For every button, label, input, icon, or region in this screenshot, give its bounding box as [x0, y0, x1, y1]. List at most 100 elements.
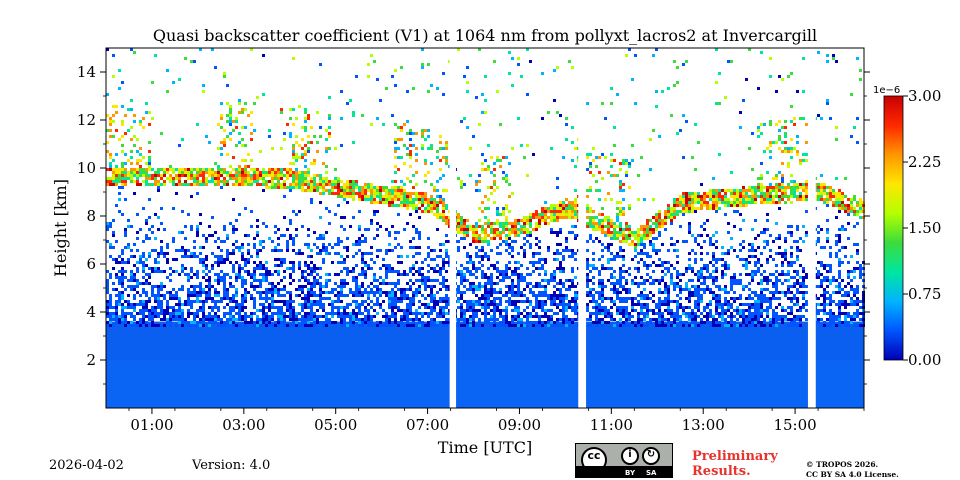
- heatmap-cell: [607, 219, 610, 222]
- heatmap-cell: [412, 225, 415, 228]
- heatmap-cell: [205, 168, 208, 171]
- heatmap-cell: [406, 120, 409, 123]
- heatmap-cell: [286, 315, 289, 318]
- heatmap-cell: [355, 294, 358, 297]
- heatmap-cell: [415, 309, 418, 312]
- heatmap-cell: [709, 300, 712, 303]
- heatmap-cell: [421, 324, 424, 327]
- heatmap-cell: [607, 231, 610, 234]
- heatmap-cell: [319, 315, 322, 318]
- heatmap-cell: [418, 291, 421, 294]
- heatmap-cell: [220, 300, 223, 303]
- heatmap-cell: [508, 300, 511, 303]
- heatmap-cell: [379, 186, 382, 189]
- heatmap-cell: [514, 309, 517, 312]
- heatmap-cell: [463, 300, 466, 303]
- heatmap-cell: [715, 276, 718, 279]
- heatmap-cell: [358, 210, 361, 213]
- heatmap-cell: [337, 183, 340, 186]
- heatmap-cell: [142, 168, 145, 171]
- heatmap-cell: [565, 138, 568, 141]
- heatmap-cell: [445, 249, 448, 252]
- heatmap-cell: [661, 303, 664, 306]
- heatmap-cell: [625, 309, 628, 312]
- heatmap-cell: [199, 174, 202, 177]
- heatmap-cell: [211, 285, 214, 288]
- heatmap-cell: [511, 282, 514, 285]
- heatmap-cell: [166, 300, 169, 303]
- heatmap-cell: [703, 195, 706, 198]
- heatmap-cell: [262, 264, 265, 267]
- heatmap-cell: [529, 300, 532, 303]
- heatmap-cell: [460, 216, 463, 219]
- heatmap-cell: [418, 321, 421, 324]
- heatmap-cell: [112, 318, 115, 321]
- heatmap-cell: [559, 288, 562, 291]
- heatmap-cell: [118, 174, 121, 177]
- heatmap-cell: [229, 300, 232, 303]
- heatmap-cell: [589, 222, 592, 225]
- heatmap-cell: [232, 129, 235, 132]
- heatmap-cell: [256, 318, 259, 321]
- heatmap-cell: [436, 204, 439, 207]
- heatmap-cell: [283, 321, 286, 324]
- heatmap-cell: [289, 222, 292, 225]
- heatmap-cell: [559, 261, 562, 264]
- heatmap-cell: [682, 210, 685, 213]
- heatmap-cell: [157, 267, 160, 270]
- heatmap-cell: [280, 108, 283, 111]
- heatmap-cell: [658, 279, 661, 282]
- heatmap-cell: [475, 270, 478, 273]
- heatmap-cell: [490, 324, 493, 327]
- heatmap-cell: [160, 300, 163, 303]
- heatmap-cell: [358, 312, 361, 315]
- heatmap-cell: [334, 294, 337, 297]
- heatmap-cell: [589, 207, 592, 210]
- heatmap-cell: [646, 294, 649, 297]
- heatmap-cell: [361, 267, 364, 270]
- heatmap-cell: [190, 171, 193, 174]
- heatmap-cell: [658, 288, 661, 291]
- heatmap-cell: [274, 168, 277, 171]
- heatmap-cell: [337, 252, 340, 255]
- heatmap-cell: [490, 273, 493, 276]
- heatmap-cell: [481, 306, 484, 309]
- heatmap-cell: [472, 312, 475, 315]
- heatmap-cell: [235, 171, 238, 174]
- heatmap-cell: [604, 198, 607, 201]
- heatmap-cell: [355, 186, 358, 189]
- heatmap-cell: [121, 168, 124, 171]
- heatmap-cell: [175, 309, 178, 312]
- heatmap-cell: [178, 174, 181, 177]
- heatmap-cell: [532, 294, 535, 297]
- heatmap-cell: [541, 117, 544, 120]
- heatmap-cell: [481, 249, 484, 252]
- heatmap-cell: [358, 228, 361, 231]
- heatmap-cell: [487, 165, 490, 168]
- heatmap-cell: [187, 312, 190, 315]
- heatmap-cell: [310, 291, 313, 294]
- heatmap-cell: [328, 132, 331, 135]
- heatmap-cell: [376, 297, 379, 300]
- heatmap-cell: [700, 207, 703, 210]
- heatmap-cell: [325, 129, 328, 132]
- heatmap-cell: [697, 270, 700, 273]
- heatmap-cell: [124, 324, 127, 327]
- heatmap-cell: [364, 306, 367, 309]
- heatmap-cell: [343, 315, 346, 318]
- heatmap-cell: [214, 273, 217, 276]
- heatmap-cell: [148, 216, 151, 219]
- heatmap-cell: [472, 261, 475, 264]
- heatmap-cell: [325, 246, 328, 249]
- heatmap-cell: [211, 267, 214, 270]
- heatmap-cell: [667, 291, 670, 294]
- heatmap-cell: [217, 147, 220, 150]
- heatmap-cell: [409, 156, 412, 159]
- heatmap-cell: [628, 291, 631, 294]
- heatmap-cell: [274, 174, 277, 177]
- heatmap-cell: [229, 315, 232, 318]
- heatmap-cell: [517, 252, 520, 255]
- heatmap-cell: [622, 324, 625, 327]
- heatmap-cell: [718, 324, 721, 327]
- heatmap-cell: [427, 201, 430, 204]
